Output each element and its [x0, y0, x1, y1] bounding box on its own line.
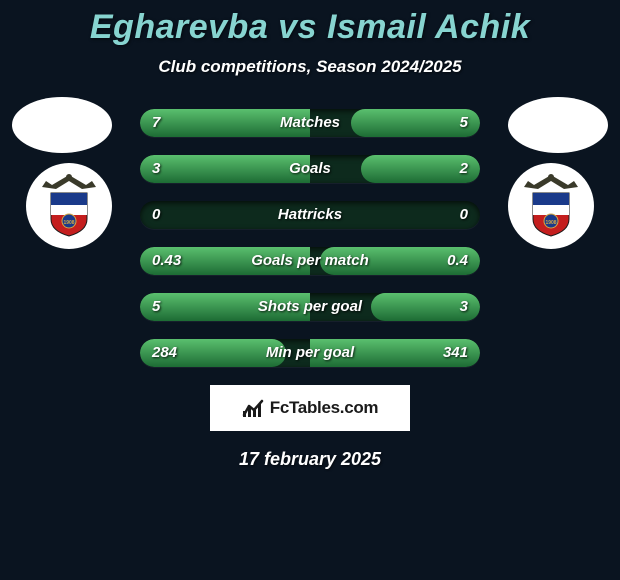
club-crest-icon: 1908	[39, 173, 99, 239]
shield-icon: 1908	[49, 191, 89, 237]
brand-banner[interactable]: FcTables.com	[210, 385, 410, 431]
shield-icon: 1908	[531, 191, 571, 237]
stat-row: 3Goals2	[140, 155, 480, 183]
comparison-date: 17 february 2025	[0, 449, 620, 470]
stat-label: Goals	[140, 155, 480, 183]
stat-value-right: 5	[460, 109, 468, 137]
stat-label: Min per goal	[140, 339, 480, 367]
chart-icon	[242, 397, 264, 419]
stat-row: 7Matches5	[140, 109, 480, 137]
stat-value-right: 341	[443, 339, 468, 367]
stats-table: 7Matches53Goals20Hattricks00.43Goals per…	[140, 109, 480, 367]
club-badge-left: 1908	[26, 163, 112, 249]
stat-label: Matches	[140, 109, 480, 137]
brand-text: FcTables.com	[270, 398, 379, 418]
stat-label: Shots per goal	[140, 293, 480, 321]
eagle-icon	[524, 173, 578, 193]
content-area: 1908 1908 7Matches53Goals20Hattricks00.4…	[0, 109, 620, 470]
svg-text:1908: 1908	[545, 220, 556, 226]
stat-value-right: 2	[460, 155, 468, 183]
stat-row: 284Min per goal341	[140, 339, 480, 367]
club-badge-right: 1908	[508, 163, 594, 249]
stat-row: 5Shots per goal3	[140, 293, 480, 321]
stat-row: 0Hattricks0	[140, 201, 480, 229]
stat-value-right: 3	[460, 293, 468, 321]
svg-text:1908: 1908	[63, 220, 74, 226]
player-avatar-right	[508, 97, 608, 153]
stat-label: Goals per match	[140, 247, 480, 275]
stat-label: Hattricks	[140, 201, 480, 229]
player-avatar-left	[12, 97, 112, 153]
stat-value-right: 0	[460, 201, 468, 229]
stat-value-right: 0.4	[447, 247, 468, 275]
stat-row: 0.43Goals per match0.4	[140, 247, 480, 275]
comparison-title: Egharevba vs Ismail Achik	[0, 0, 620, 47]
eagle-icon	[42, 173, 96, 193]
comparison-subtitle: Club competitions, Season 2024/2025	[0, 57, 620, 77]
club-crest-icon: 1908	[521, 173, 581, 239]
